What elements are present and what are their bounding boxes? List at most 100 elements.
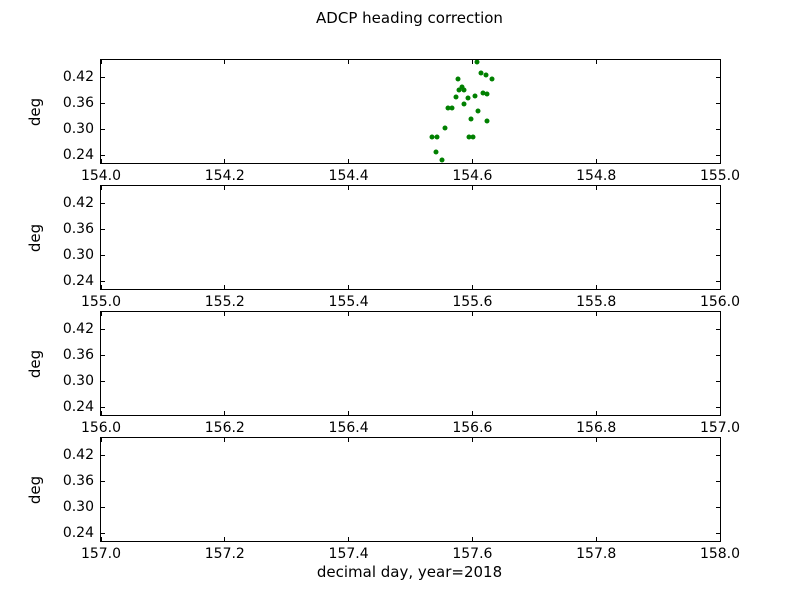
x-tick-label: 154.0 [80, 168, 122, 184]
x-tick-mark [224, 186, 226, 190]
x-tick-mark [100, 438, 102, 442]
x-tick-label: 156.2 [204, 420, 245, 436]
x-tick-mark [348, 438, 350, 442]
scatter-point [480, 90, 486, 96]
x-tick-label: 157.4 [328, 546, 369, 562]
x-tick-mark [471, 186, 473, 190]
y-tick-label: 0.36 [62, 94, 94, 111]
x-tick-mark [100, 60, 102, 64]
y-tick-label: 0.24 [62, 398, 94, 415]
x-tick-mark [471, 411, 473, 415]
scatter-point [484, 91, 490, 97]
y-tick-mark [101, 355, 105, 357]
chart-title: ADCP heading correction [316, 9, 503, 27]
y-tick-mark [101, 407, 105, 409]
subplot-2-plot-area [101, 186, 720, 289]
x-tick-mark [719, 159, 721, 163]
x-tick-label: 154.6 [452, 168, 493, 184]
x-tick-label: 155.8 [576, 294, 617, 310]
scatter-point [472, 93, 478, 99]
y-tick-mark [716, 155, 720, 157]
y-tick-mark [101, 507, 105, 509]
x-tick-label: 155.0 [699, 168, 741, 184]
scatter-point [489, 76, 495, 82]
subplot-1-plot-area [101, 60, 720, 163]
x-tick-label: 157.0 [699, 420, 741, 436]
y-tick-mark [716, 203, 720, 205]
x-tick-mark [471, 312, 473, 316]
subplot-2-axes: 155.0 155.2 155.4 155.6 155.8 156.0 0.24 0.30 0.… [26, 185, 740, 310]
scatter-point [461, 101, 467, 107]
y-tick-mark [101, 329, 105, 331]
x-tick-mark [471, 159, 473, 163]
x-tick-mark [471, 537, 473, 541]
x-tick-label: 155.6 [452, 294, 493, 310]
scatter-point [478, 70, 484, 76]
subplot-3-axes: 156.0 156.2 156.4 156.6 156.8 157.0 0.24 0.30 0.… [26, 311, 740, 436]
y-axis-label: deg [26, 475, 44, 504]
y-axis-label: deg [26, 97, 44, 126]
scatter-point [466, 134, 472, 140]
x-tick-mark [100, 312, 102, 316]
y-tick-label: 0.36 [62, 472, 94, 489]
x-tick-mark [100, 285, 102, 289]
x-tick-mark [595, 285, 597, 289]
y-tick-mark [716, 103, 720, 105]
x-tick-mark [719, 186, 721, 190]
x-tick-mark [100, 411, 102, 415]
x-tick-label: 157.8 [576, 546, 617, 562]
scatter-point [455, 76, 461, 82]
y-tick-mark [716, 229, 720, 231]
x-tick-mark [100, 159, 102, 163]
x-tick-mark [224, 411, 226, 415]
scatter-point [439, 157, 445, 163]
x-tick-label: 156.6 [452, 420, 493, 436]
x-tick-label: 157.6 [452, 546, 493, 562]
x-tick-mark [224, 312, 226, 316]
x-tick-mark [224, 438, 226, 442]
y-tick-label: 0.42 [62, 320, 94, 337]
x-tick-mark [719, 312, 721, 316]
y-tick-mark [101, 455, 105, 457]
y-tick-label: 0.30 [62, 120, 94, 137]
subplot-3-plot-area [101, 312, 720, 415]
y-axis-label: deg [26, 349, 44, 378]
x-tick-label: 157.2 [204, 546, 245, 562]
x-tick-mark [348, 159, 350, 163]
x-tick-label: 157.0 [80, 546, 122, 562]
y-tick-mark [101, 229, 105, 231]
x-tick-mark [595, 186, 597, 190]
y-tick-label: 0.24 [62, 524, 94, 541]
x-tick-label: 158.0 [699, 546, 741, 562]
x-tick-label: 154.4 [328, 168, 369, 184]
x-tick-mark [471, 438, 473, 442]
y-tick-mark [101, 533, 105, 535]
subplot-4-plot-area [101, 438, 720, 541]
y-tick-label: 0.24 [62, 146, 94, 163]
x-tick-mark [224, 537, 226, 541]
x-tick-label: 155.4 [328, 294, 369, 310]
x-tick-label: 154.2 [204, 168, 245, 184]
x-tick-mark [224, 285, 226, 289]
y-tick-mark [716, 77, 720, 79]
scatter-point [459, 84, 465, 90]
y-tick-mark [716, 381, 720, 383]
scatter-point [475, 108, 481, 114]
y-tick-mark [716, 281, 720, 283]
y-tick-label: 0.42 [62, 194, 94, 211]
x-tick-label: 156.0 [699, 294, 741, 310]
y-tick-label: 0.36 [62, 220, 94, 237]
scatter-point [465, 95, 471, 101]
y-tick-mark [101, 155, 105, 157]
subplot-4-axes: 157.0 157.2 157.4 157.6 157.8 158.0 0.24 0.30 0.… [26, 437, 740, 562]
x-axis-label: decimal day, year=2018 [316, 563, 503, 581]
x-tick-mark [595, 159, 597, 163]
y-tick-mark [716, 255, 720, 257]
x-tick-mark [224, 60, 226, 64]
x-tick-mark [471, 60, 473, 64]
y-tick-mark [716, 355, 720, 357]
x-tick-mark [348, 285, 350, 289]
x-tick-mark [348, 537, 350, 541]
y-tick-mark [716, 455, 720, 457]
x-tick-label: 154.8 [576, 168, 617, 184]
